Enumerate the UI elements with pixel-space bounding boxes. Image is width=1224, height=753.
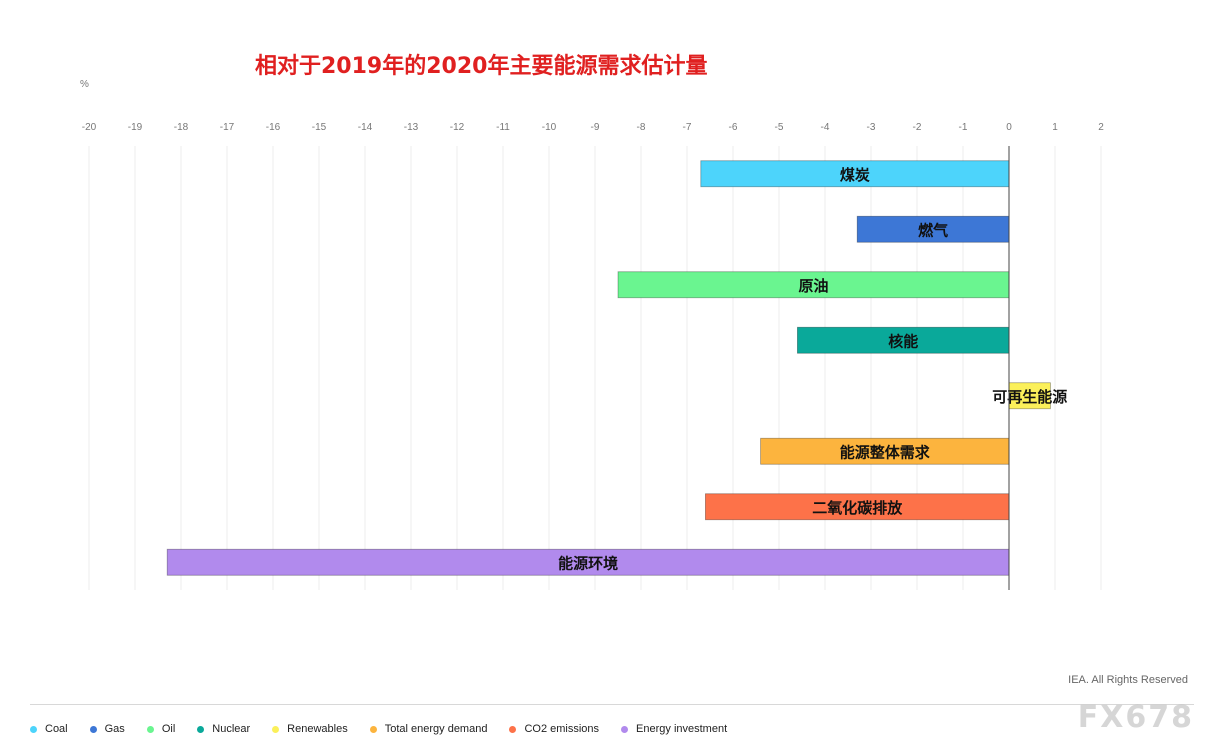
bar (1008, 382, 1051, 410)
bar-label: 能源环境 (558, 554, 618, 572)
legend-label: Renewables (287, 723, 348, 735)
tick-label: -13 (404, 122, 419, 133)
legend-label: Energy investment (636, 723, 728, 735)
legend-label: Total energy demand (384, 723, 488, 735)
tick-label: -15 (312, 122, 327, 133)
tick-label: -14 (358, 122, 373, 133)
bar-chart: -20 -19 -18 -17 -16 -15 -14 -13 -12 -11 -10 -9 -8 -7-… (82, 122, 1104, 590)
bar (617, 271, 1010, 299)
legend-dot-icon (509, 725, 517, 733)
tick-label: 0 (1006, 122, 1012, 133)
legend-dot-icon (89, 725, 97, 733)
legend-dot-icon (621, 725, 629, 733)
legend-item: Coal (30, 723, 68, 735)
legend-item: Total energy demand (369, 723, 488, 735)
tick-label: -6 (729, 122, 738, 133)
tick-label: -7 (683, 122, 692, 133)
tick-label: 2 (1098, 122, 1104, 133)
chart-legend: Coal Gas Oil Nuclear Renewables Total energy … (30, 723, 749, 735)
legend-label: Oil (161, 723, 176, 735)
legend-dot-icon (197, 725, 205, 733)
tick-label: -11 (496, 122, 510, 133)
legend-item: Renewables (272, 723, 348, 735)
bar-label: 原油 (798, 277, 828, 295)
bar (797, 326, 1010, 354)
bar-label: 能源整体需求 (840, 443, 931, 461)
legend-label: Nuclear (212, 723, 251, 735)
bar (856, 215, 1010, 243)
tick-label: -2 (913, 122, 922, 133)
bar-label: 燃气 (918, 221, 948, 239)
legend-label: CO2 emissions (524, 723, 600, 735)
legend-dot-icon (369, 725, 377, 733)
bar-label: 可再生能源 (992, 388, 1067, 406)
legend-item: Energy investment (621, 723, 727, 735)
legend-item: Nuclear (197, 723, 250, 735)
legend-item: CO2 emissions (509, 723, 599, 735)
legend-label: Coal (45, 723, 68, 735)
axis-unit-label: % (80, 79, 89, 90)
tick-label: -20 (82, 122, 97, 133)
legend-label: Gas (104, 723, 125, 735)
bar (705, 493, 1010, 521)
tick-label: -3 (867, 122, 876, 133)
divider (30, 704, 1194, 705)
chart-title: 相对于2019年的2020年主要能源需求估计量 (255, 54, 708, 79)
tick-label: -1 (959, 122, 968, 133)
legend-item: Gas (89, 723, 125, 735)
bar (166, 548, 1010, 576)
tick-label: -17 (220, 122, 235, 133)
tick-label: 1 (1052, 122, 1058, 133)
bar-label: 煤炭 (840, 166, 870, 184)
bar-label: 二氧化碳排放 (812, 499, 903, 517)
legend-dot-icon (272, 725, 280, 733)
tick-label: -10 (542, 122, 557, 133)
tick-label: -19 (128, 122, 143, 133)
watermark-logo: FX678 (1077, 700, 1194, 735)
legend-dot-icon (146, 725, 154, 733)
bar-label: 核能 (888, 332, 918, 350)
copyright-notice: IEA. All Rights Reserved (1068, 674, 1188, 686)
tick-label: -9 (591, 122, 600, 133)
legend-dot-icon (30, 725, 37, 733)
tick-label: -16 (266, 122, 281, 133)
tick-label: -12 (450, 122, 465, 133)
tick-label: -5 (775, 122, 784, 133)
legend-item: Oil (146, 723, 176, 735)
tick-label: -8 (637, 122, 646, 133)
tick-label: -18 (174, 122, 189, 133)
tick-label: -4 (821, 122, 830, 133)
